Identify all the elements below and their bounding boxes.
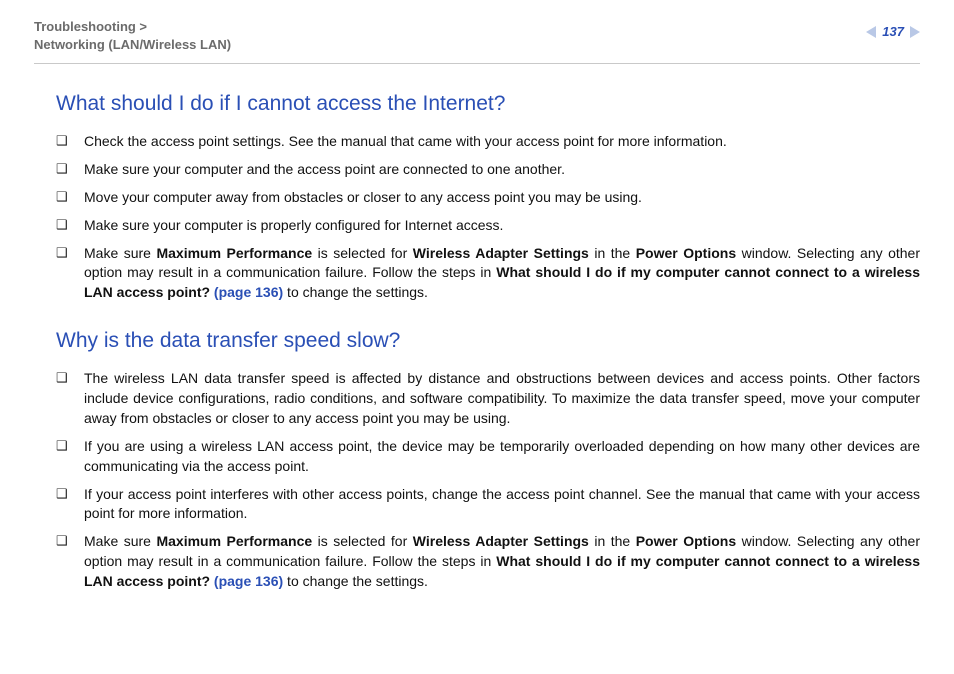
bullet-icon: ❑ [56,160,84,178]
list-item: ❑ Check the access point settings. See t… [34,128,920,156]
bullet-text: Check the access point settings. See the… [84,132,727,152]
page-xref-link[interactable]: (page 136) [214,284,283,300]
text-run: is selected for [312,533,413,549]
list-item: ❑ Make sure Maximum Performance is selec… [34,240,920,308]
bullet-icon: ❑ [56,485,84,503]
bullet-text: If you are using a wireless LAN access p… [84,437,920,477]
bullet-list: ❑ Check the access point settings. See t… [34,128,920,307]
text-bold: Power Options [636,245,736,261]
bullet-text: If your access point interferes with oth… [84,485,920,525]
text-run: Make sure [84,533,156,549]
text-run: Make sure [84,245,156,261]
breadcrumb: Troubleshooting > Networking (LAN/Wirele… [34,18,231,53]
bullet-text: Make sure Maximum Performance is selecte… [84,532,920,592]
text-bold: Wireless Adapter Settings [413,533,589,549]
list-item: ❑ Make sure Maximum Performance is selec… [34,528,920,596]
text-bold: Maximum Performance [156,245,312,261]
list-item: ❑ Make sure your computer is properly co… [34,212,920,240]
text-run: to change the settings. [283,573,428,589]
document-page: Troubleshooting > Networking (LAN/Wirele… [0,0,954,674]
prev-page-icon[interactable] [866,26,876,38]
bullet-icon: ❑ [56,369,84,387]
text-run: in the [589,533,636,549]
list-item: ❑ Make sure your computer and the access… [34,156,920,184]
breadcrumb-line1: Troubleshooting > [34,19,147,34]
bullet-list: ❑ The wireless LAN data transfer speed i… [34,365,920,596]
text-bold: Power Options [636,533,736,549]
page-header: Troubleshooting > Networking (LAN/Wirele… [34,18,920,63]
bullet-text: Make sure Maximum Performance is selecte… [84,244,920,304]
bullet-text: Make sure your computer is properly conf… [84,216,503,236]
next-page-icon[interactable] [910,26,920,38]
text-bold: Wireless Adapter Settings [413,245,589,261]
bullet-text: Make sure your computer and the access p… [84,160,565,180]
bullet-icon: ❑ [56,132,84,150]
bullet-text: The wireless LAN data transfer speed is … [84,369,920,429]
text-bold: Maximum Performance [156,533,312,549]
bullet-icon: ❑ [56,244,84,262]
list-item: ❑ The wireless LAN data transfer speed i… [34,365,920,433]
text-run: is selected for [312,245,413,261]
page-navigation: 137 [866,24,920,39]
page-number: 137 [882,24,904,39]
bullet-icon: ❑ [56,532,84,550]
breadcrumb-line2: Networking (LAN/Wireless LAN) [34,37,231,52]
bullet-icon: ❑ [56,216,84,234]
text-run: to change the settings. [283,284,428,300]
bullet-icon: ❑ [56,188,84,206]
header-divider [34,63,920,64]
text-run: in the [589,245,636,261]
list-item: ❑ If you are using a wireless LAN access… [34,433,920,481]
bullet-text: Move your computer away from obstacles o… [84,188,642,208]
page-xref-link[interactable]: (page 136) [214,573,283,589]
section-heading: What should I do if I cannot access the … [56,92,920,116]
list-item: ❑ Move your computer away from obstacles… [34,184,920,212]
list-item: ❑ If your access point interferes with o… [34,481,920,529]
bullet-icon: ❑ [56,437,84,455]
section-heading: Why is the data transfer speed slow? [56,329,920,353]
